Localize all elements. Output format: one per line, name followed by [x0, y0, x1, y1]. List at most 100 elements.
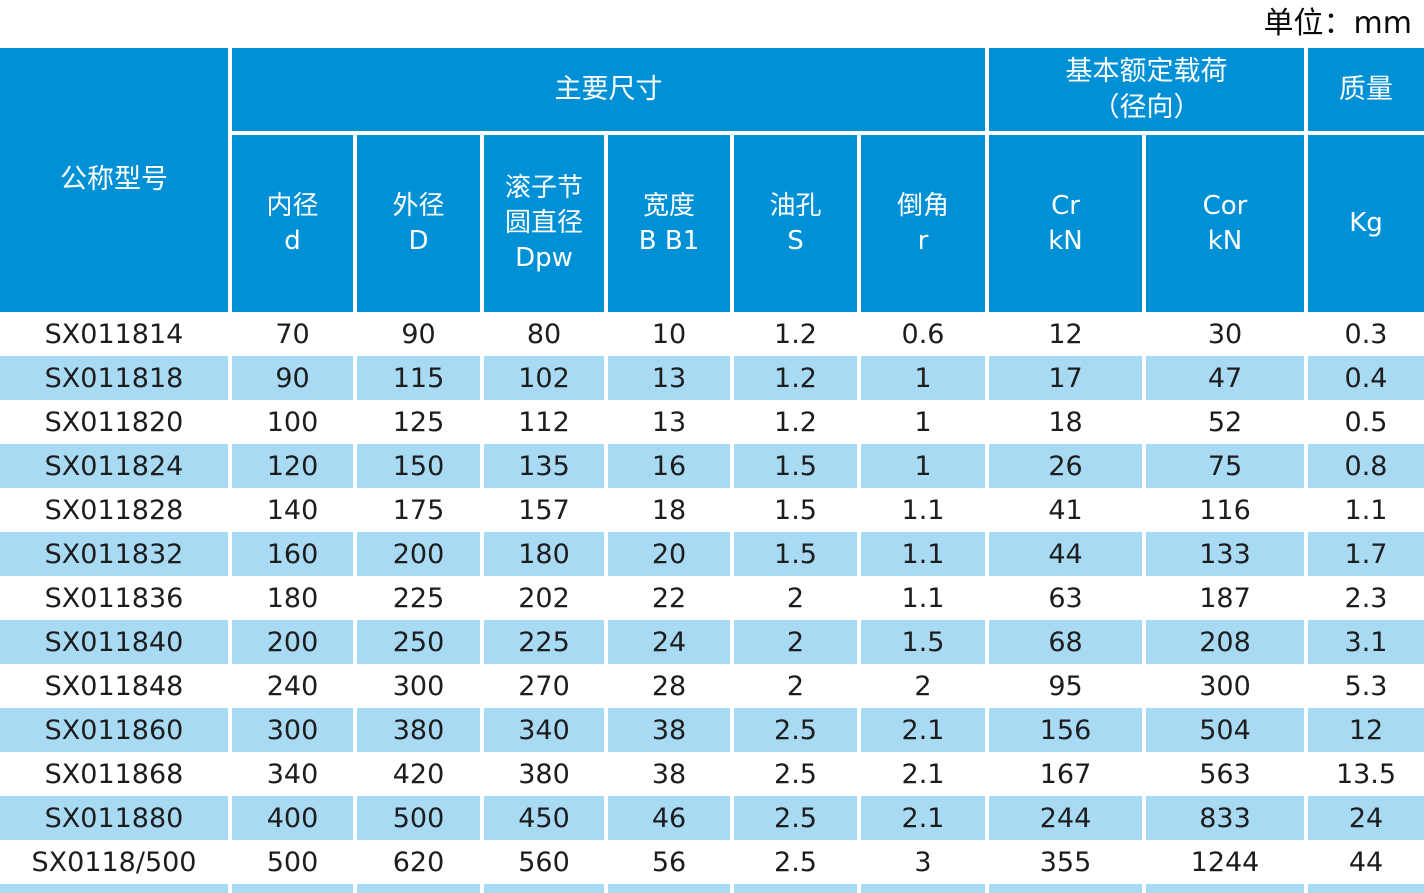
width-cell: 13 [608, 356, 730, 400]
inner-diameter-cell: 120 [232, 444, 353, 488]
cr-load-cell: 95 [1048, 670, 1083, 702]
model-cell: SX011836 [44, 582, 184, 614]
cor-load-cell: 133 [1146, 532, 1304, 576]
table-row: SX011820 100 125 112 13 1.2 1 18 52 0.5 [0, 400, 1424, 444]
roller-pitch-diameter-cell: 135 [484, 444, 604, 488]
table-row: SX011824 120 150 135 16 1.5 1 26 75 0.8 [0, 444, 1424, 488]
cr-load-cell: 26 [989, 444, 1142, 488]
subheader-cell-chamfer: 倒角 r [861, 135, 985, 312]
cr-load-cell: 156 [989, 708, 1142, 752]
cr-load-cell: 41 [1048, 494, 1083, 526]
bearing-spec-table: 公称型号 主要尺寸 基本额定载荷 （径向） 质量 内径 d 外径 D 滚子节 圆… [0, 48, 1424, 893]
header-cell-basic-load: 基本额定载荷 （径向） [989, 48, 1304, 131]
table-row: SX0118/500 500 620 560 56 2.5 3 355 1244… [0, 840, 1424, 884]
inner-diameter-cell: 340 [266, 758, 319, 790]
mass-cell: 2.3 [1344, 582, 1388, 614]
subheader-cell-cr-load: Cr kN [989, 135, 1142, 312]
oil-hole-cell [734, 884, 857, 893]
outer-diameter-cell: 500 [357, 796, 480, 840]
inner-diameter-cell: 200 [232, 620, 353, 664]
subheader-cell-inner-diameter: 内径 d [232, 135, 353, 312]
roller-pitch-diameter-cell: 450 [484, 796, 604, 840]
inner-diameter-cell: 70 [275, 318, 310, 350]
table-row: SX011818 90 115 102 13 1.2 1 17 47 0.4 [0, 356, 1424, 400]
table-row: SX011840 200 250 225 24 2 1.5 68 208 3.1 [0, 620, 1424, 664]
mass-cell: 0.3 [1344, 318, 1388, 350]
cor-load-cell: 47 [1146, 356, 1304, 400]
oil-hole-cell: 1.2 [734, 356, 857, 400]
roller-pitch-diameter-cell: 202 [518, 582, 570, 614]
table-body: SX011814 70 90 80 10 1.2 0.6 12 30 0.3 S… [0, 312, 1424, 893]
outer-diameter-cell: 90 [401, 318, 436, 350]
inner-diameter-cell: 180 [266, 582, 319, 614]
roller-pitch-diameter-cell: 380 [518, 758, 570, 790]
table-row: SX011868 340 420 380 38 2.5 2.1 167 563 … [0, 752, 1424, 796]
inner-diameter-cell: 140 [266, 494, 319, 526]
chamfer-cell: 1.5 [861, 620, 985, 664]
roller-pitch-diameter-cell: 560 [518, 846, 570, 878]
oil-hole-cell: 2.5 [734, 796, 857, 840]
width-cell: 56 [651, 846, 687, 878]
mass-cell: 1.7 [1308, 532, 1424, 576]
width-cell: 10 [651, 318, 687, 350]
model-cell [0, 884, 228, 893]
subheader-cell-outer-diameter: 外径 D [357, 135, 480, 312]
oil-hole-cell: 1.2 [774, 406, 817, 438]
cor-load-cell: 75 [1146, 444, 1304, 488]
mass-cell: 24 [1308, 796, 1424, 840]
chamfer-cell: 1.1 [901, 494, 945, 526]
outer-diameter-cell: 200 [357, 532, 480, 576]
model-cell: SX011820 [44, 406, 184, 438]
cor-load-cell [1146, 884, 1304, 893]
oil-hole-cell: 2 [734, 620, 857, 664]
oil-hole-cell: 2.5 [774, 846, 817, 878]
inner-diameter-cell: 90 [232, 356, 353, 400]
inner-diameter-cell: 100 [266, 406, 319, 438]
outer-diameter-cell: 125 [392, 406, 445, 438]
cr-load-cell: 12 [1048, 318, 1083, 350]
outer-diameter-cell [357, 884, 480, 893]
cor-load-cell: 833 [1146, 796, 1304, 840]
table-row: SX011848 240 300 270 28 2 2 95 300 5.3 [0, 664, 1424, 708]
width-cell: 18 [651, 494, 687, 526]
chamfer-cell: 0.6 [901, 318, 945, 350]
width-cell: 28 [651, 670, 687, 702]
chamfer-cell: 2.1 [861, 796, 985, 840]
model-cell: SX011824 [0, 444, 228, 488]
cor-load-cell: 208 [1146, 620, 1304, 664]
subheader-cell-mass-kg: Kg [1308, 135, 1424, 312]
table-row: SX011836 180 225 202 22 2 1.1 63 187 2.3 [0, 576, 1424, 620]
table-row: SX011828 140 175 157 18 1.5 1.1 41 116 1… [0, 488, 1424, 532]
roller-pitch-diameter-cell: 157 [518, 494, 570, 526]
chamfer-cell: 1 [861, 444, 985, 488]
oil-hole-cell: 1.5 [734, 532, 857, 576]
table-row: SX011832 160 200 180 20 1.5 1.1 44 133 1… [0, 532, 1424, 576]
roller-pitch-diameter-cell: 270 [518, 670, 570, 702]
outer-diameter-cell: 420 [392, 758, 445, 790]
outer-diameter-cell: 300 [392, 670, 445, 702]
width-cell: 16 [608, 444, 730, 488]
model-cell: SX011832 [0, 532, 228, 576]
roller-pitch-diameter-cell [484, 884, 604, 893]
mass-cell: 5.3 [1344, 670, 1388, 702]
chamfer-cell: 1.1 [901, 582, 945, 614]
cr-load-cell: 68 [989, 620, 1142, 664]
cr-load-cell: 244 [989, 796, 1142, 840]
width-cell: 38 [608, 708, 730, 752]
inner-diameter-cell: 240 [266, 670, 319, 702]
roller-pitch-diameter-cell: 340 [484, 708, 604, 752]
width-cell: 20 [608, 532, 730, 576]
oil-hole-cell: 2 [786, 670, 805, 702]
table-row: SX011860 300 380 340 38 2.5 2.1 156 504 … [0, 708, 1424, 752]
model-cell: SX011840 [0, 620, 228, 664]
cor-load-cell: 563 [1199, 758, 1251, 790]
subheader-cell-cor-load: Cor kN [1146, 135, 1304, 312]
model-cell: SX011860 [0, 708, 228, 752]
cr-load-cell: 167 [1039, 758, 1092, 790]
header-cell-mass: 质量 [1308, 48, 1424, 131]
outer-diameter-cell: 115 [357, 356, 480, 400]
cr-load-cell: 355 [1039, 846, 1092, 878]
cor-load-cell: 504 [1146, 708, 1304, 752]
width-cell [608, 884, 730, 893]
subheader-cell-roller-pitch-diameter: 滚子节 圆直径 Dpw [484, 135, 604, 312]
